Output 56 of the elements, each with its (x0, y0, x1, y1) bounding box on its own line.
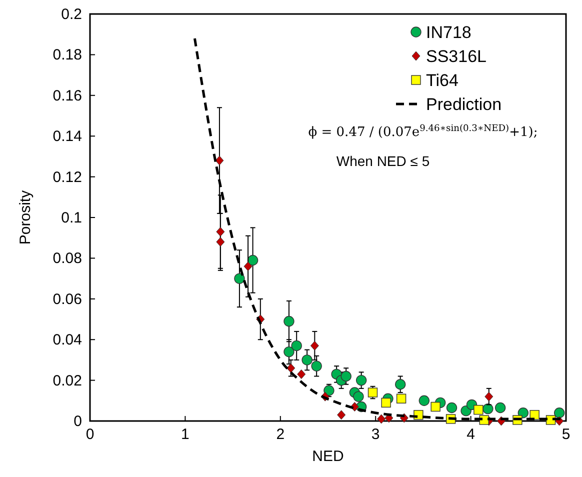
point (310, 340, 319, 350)
x-tick-label: 0 (86, 426, 94, 443)
point (244, 262, 252, 272)
x-axis-title: NED (312, 448, 344, 465)
y-tick-label: 0.02 (52, 372, 82, 390)
point (216, 237, 225, 247)
point (297, 369, 306, 379)
x-tick-label: 3 (371, 426, 380, 443)
point (234, 273, 245, 284)
point (353, 391, 364, 402)
y-tick-label: 0.1 (61, 210, 82, 226)
point (368, 388, 378, 398)
annotation: When NED ≤ 5 (336, 153, 430, 169)
point (395, 379, 406, 390)
y-tick-label: 0.2 (61, 6, 82, 23)
x-tick-label: 1 (181, 426, 190, 443)
point (284, 346, 294, 358)
point (446, 402, 458, 414)
point (396, 394, 406, 404)
point (284, 316, 294, 327)
point (356, 374, 367, 386)
point (381, 398, 391, 408)
point (340, 370, 352, 382)
point (494, 402, 506, 414)
y-axis-title: Porosity (17, 190, 34, 245)
point (291, 340, 302, 352)
y-tick-label: 0.04 (52, 332, 82, 349)
y-tick-label: 0.18 (52, 46, 82, 64)
legend-label: SS316L (426, 47, 486, 66)
x-tick-label: 4 (466, 426, 475, 443)
legend-label: Prediction (426, 95, 502, 114)
y-tick-label: 0.06 (52, 290, 82, 308)
point (216, 226, 225, 236)
point (247, 254, 258, 266)
legend-label: IN718 (426, 23, 472, 42)
point (482, 403, 494, 414)
y-tick-label: 0 (74, 413, 82, 430)
point (324, 385, 334, 396)
annotation: ϕ = 0.47 / (0.07e$^{9.46∗sin(0.3∗NED)}$+1); (308, 124, 538, 140)
y-tick-label: 0.14 (52, 128, 82, 146)
point (484, 392, 494, 402)
point (337, 410, 346, 420)
point (430, 402, 440, 412)
y-tick-label: 0.16 (52, 87, 82, 104)
x-tick-label: 5 (562, 426, 570, 443)
y-tick-label: 0.08 (52, 250, 82, 268)
y-tick-label: 0.12 (52, 168, 82, 186)
x-tick-label: 2 (276, 426, 285, 443)
point (554, 408, 565, 418)
point (215, 156, 224, 166)
legend-label: Ti64 (426, 71, 458, 90)
point (302, 354, 312, 366)
point (311, 360, 322, 372)
point (418, 395, 430, 406)
point (474, 404, 484, 415)
point (377, 414, 386, 424)
